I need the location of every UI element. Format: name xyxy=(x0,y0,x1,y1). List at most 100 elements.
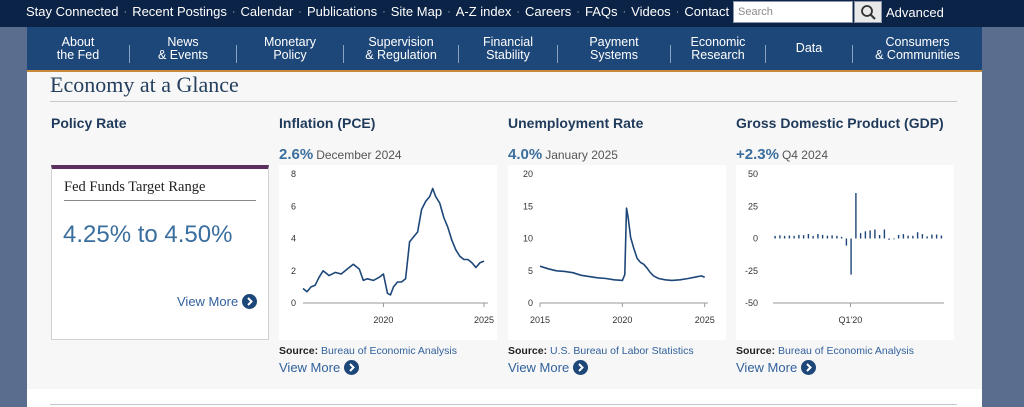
y-tick-label: 0 xyxy=(753,234,758,244)
x-tick-label: 2025 xyxy=(695,315,715,325)
gdp-source: Source: Bureau of Economic Analysis xyxy=(736,345,915,357)
nav-supervision-regulation[interactable]: Supervision & Regulation xyxy=(365,34,437,62)
gdp-bar xyxy=(869,230,871,239)
content-bottom xyxy=(27,389,982,407)
gdp-bar xyxy=(831,235,833,239)
nav-financial-stability[interactable]: Financial Stability xyxy=(482,34,534,62)
fed-funds-value: 4.25% to 4.50% xyxy=(63,221,233,248)
link-calendar[interactable]: Calendar xyxy=(240,4,294,19)
gdp-chart: 50 25 0 -25 -50 Q1'20 xyxy=(736,165,954,340)
chevron-right-circle-icon xyxy=(344,360,360,375)
gdp-bar xyxy=(840,236,843,239)
gdp-bar xyxy=(864,231,867,239)
y-tick-label: 10 xyxy=(523,234,533,244)
y-tick-label: 5 xyxy=(528,266,533,276)
nav-separator xyxy=(343,45,344,63)
inflation-source-link[interactable]: Bureau of Economic Analysis xyxy=(321,345,458,357)
policy-rate-title: Policy Rate xyxy=(51,115,127,131)
gdp-bar xyxy=(888,238,890,240)
nav-monetary-policy[interactable]: Monetary Policy xyxy=(263,34,317,62)
gdp-bar xyxy=(802,235,805,239)
search-box xyxy=(733,1,853,23)
policy-rate-card: Fed Funds Target Range 4.25% to 4.50% Vi… xyxy=(51,165,269,340)
search-button[interactable] xyxy=(854,1,882,23)
inflation-chart: 0 2 4 6 8 2020 2025 xyxy=(279,165,497,340)
nav-separator xyxy=(670,45,671,63)
inflation-source: Source: Bureau of Economic Analysis xyxy=(279,345,458,357)
gdp-bar xyxy=(940,235,943,239)
gdp-source-link[interactable]: Bureau of Economic Analysis xyxy=(778,345,915,357)
nav-separator xyxy=(236,45,237,63)
y-tick-label: 8 xyxy=(291,169,296,179)
series-line xyxy=(302,187,485,296)
link-careers[interactable]: Careers xyxy=(525,4,572,19)
inflation-period: December 2024 xyxy=(316,148,402,162)
unemployment-chart: 0 5 10 15 20 2015 2020 2025 xyxy=(508,165,726,340)
link-recent-postings[interactable]: Recent Postings xyxy=(132,4,227,19)
advanced-search-link[interactable]: Advanced xyxy=(886,5,944,20)
inflation-chart-svg: 0 2 4 6 8 2020 2025 xyxy=(291,169,494,325)
search-input[interactable] xyxy=(738,3,850,21)
policy-view-more-link[interactable]: View More xyxy=(177,294,258,309)
page-title: Economy at a Glance xyxy=(50,72,239,97)
gdp-bar xyxy=(874,229,876,239)
inflation-headline: 2.6% December 2024 xyxy=(279,146,402,164)
gdp-bar xyxy=(902,234,905,239)
nav-economic-research[interactable]: Economic Research xyxy=(690,34,746,62)
x-tick-label: 2020 xyxy=(612,315,632,325)
nav-about-the-fed[interactable]: About the Fed xyxy=(56,34,100,62)
gdp-bar xyxy=(883,229,886,239)
gdp-bar xyxy=(812,235,814,239)
gdp-bar xyxy=(912,235,914,239)
magnifier-icon xyxy=(861,5,876,20)
y-tick-label: -25 xyxy=(745,266,758,276)
gdp-bar xyxy=(807,234,810,239)
y-tick-label: 0 xyxy=(291,298,296,308)
chevron-right-circle-icon xyxy=(801,360,817,375)
title-rule xyxy=(50,101,957,102)
y-tick-label: 20 xyxy=(523,169,533,179)
x-tick-label: 2025 xyxy=(474,315,494,325)
main-nav: About the Fed News & Events Monetary Policy… xyxy=(27,27,982,72)
unemployment-title: Unemployment Rate xyxy=(508,115,644,131)
link-stay-connected[interactable]: Stay Connected xyxy=(26,4,119,19)
y-tick-label: -50 xyxy=(745,298,758,308)
x-tick-label: Q1'20 xyxy=(839,315,863,325)
y-tick-label: 4 xyxy=(291,234,296,244)
inflation-title: Inflation (PCE) xyxy=(279,115,376,131)
nav-separator xyxy=(852,45,853,63)
gdp-bar xyxy=(855,193,857,239)
gdp-bar xyxy=(774,235,776,239)
unemployment-chart-svg: 0 5 10 15 20 2015 2020 2025 xyxy=(523,169,715,325)
gdp-chart-svg: 50 25 0 -25 -50 Q1'20 xyxy=(745,169,944,325)
gdp-bar xyxy=(836,235,838,239)
nav-data[interactable]: Data xyxy=(795,41,823,55)
gdp-bar xyxy=(798,234,800,239)
gdp-bar xyxy=(907,235,909,239)
gdp-bar xyxy=(926,236,928,239)
link-site-map[interactable]: Site Map xyxy=(390,4,443,19)
nav-payment-systems[interactable]: Payment Systems xyxy=(589,34,639,62)
unemployment-headline: 4.0% January 2025 xyxy=(508,146,618,164)
unemployment-view-more-link[interactable]: View More xyxy=(508,360,589,375)
gdp-bar xyxy=(845,238,848,246)
link-publications[interactable]: Publications xyxy=(306,4,378,19)
gdp-headline: +2.3% Q4 2024 xyxy=(736,146,828,164)
link-faqs[interactable]: FAQs xyxy=(584,4,618,19)
link-videos[interactable]: Videos xyxy=(631,4,671,19)
gdp-view-more-link[interactable]: View More xyxy=(736,360,817,375)
unemployment-source: Source: U.S. Bureau of Labor Statistics xyxy=(508,345,694,357)
unemployment-source-link[interactable]: U.S. Bureau of Labor Statistics xyxy=(550,345,694,357)
nav-consumers-communities[interactable]: Consumers & Communities xyxy=(875,34,960,62)
nav-separator xyxy=(458,45,459,63)
link-contact[interactable]: Contact xyxy=(684,4,730,19)
gdp-bar xyxy=(878,235,881,239)
inflation-view-more-link[interactable]: View More xyxy=(279,360,360,375)
nav-separator xyxy=(129,45,130,63)
nav-news-events[interactable]: News & Events xyxy=(157,34,209,62)
gdp-bar xyxy=(916,232,919,239)
y-tick-label: 0 xyxy=(528,298,533,308)
gdp-bar xyxy=(935,234,938,239)
gdp-bar xyxy=(788,235,791,239)
link-a-z-index[interactable]: A-Z index xyxy=(455,4,512,19)
